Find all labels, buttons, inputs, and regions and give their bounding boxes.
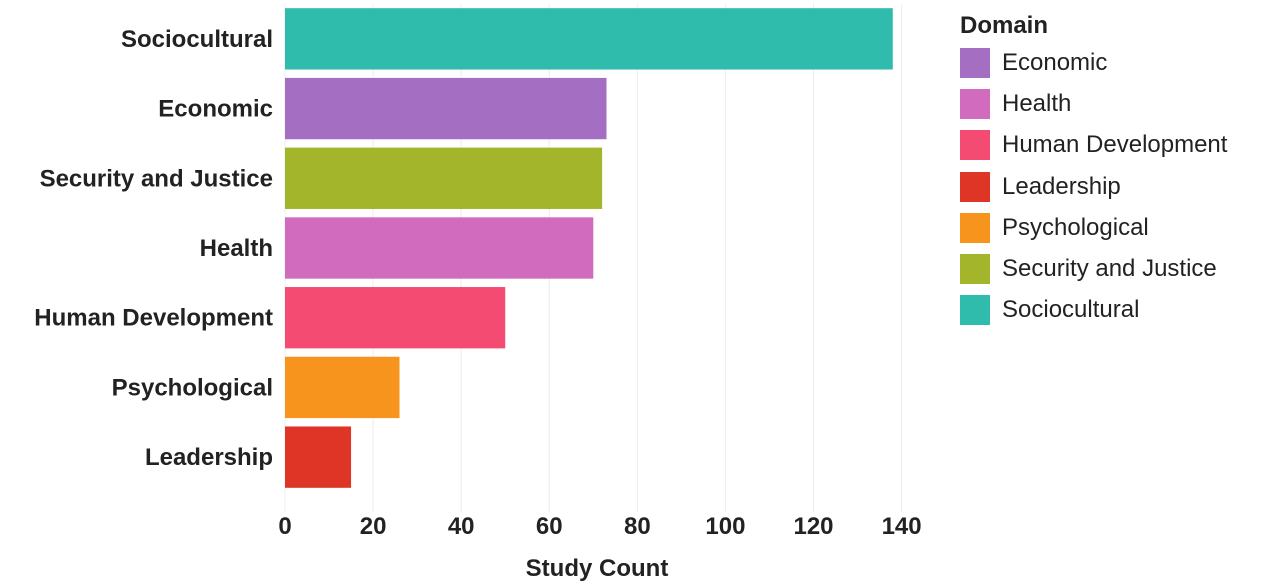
legend-items: Economic Health Human Development Leadershi…: [960, 42, 1227, 331]
x-tick-label-0: 0: [278, 513, 291, 540]
legend-item-psychological: Psychological: [960, 207, 1227, 248]
legend-item-economic: Economic: [960, 42, 1227, 83]
bar-health: [285, 217, 594, 279]
category-label-psychological: Psychological: [112, 374, 273, 401]
legend-item-sociocultural: Sociocultural: [960, 290, 1227, 331]
legend-item-leadership: Leadership: [960, 166, 1227, 207]
category-label-leadership: Leadership: [145, 444, 273, 471]
x-tick-label-100: 100: [705, 513, 745, 540]
legend-label: Security and Justice: [1002, 255, 1217, 283]
legend-label: Psychological: [1002, 213, 1149, 241]
legend-swatch: [960, 88, 990, 119]
bar-leadership: [285, 426, 352, 488]
x-tick-label-20: 20: [360, 513, 387, 540]
legend-swatch: [960, 212, 990, 243]
x-tick-label-140: 140: [882, 513, 922, 540]
legend-label: Health: [1002, 89, 1072, 117]
legend-swatch: [960, 295, 990, 326]
category-labels: Sociocultural Economic Security and Justic…: [34, 26, 273, 471]
x-tick-label-80: 80: [624, 513, 651, 540]
legend-label: Economic: [1002, 48, 1108, 76]
category-label-human-development: Human Development: [34, 305, 273, 332]
category-label-sociocultural: Sociocultural: [121, 26, 273, 53]
legend-label: Sociocultural: [1002, 296, 1140, 324]
bar-psychological: [285, 356, 400, 419]
legend-title: Domain: [960, 12, 1049, 39]
legend-swatch: [960, 130, 990, 161]
category-label-health: Health: [200, 235, 273, 262]
bar-human-development: [285, 287, 506, 349]
x-tick-label-60: 60: [536, 513, 563, 540]
legend-label: Leadership: [1002, 172, 1121, 200]
x-tick-label-120: 120: [793, 513, 833, 540]
legend-label: Human Development: [1002, 131, 1228, 159]
legend-item-health: Health: [960, 83, 1227, 124]
bars: [285, 8, 893, 488]
bar-sociocultural: [285, 8, 893, 70]
bar-economic: [285, 77, 607, 140]
legend-item-security-and-justice: Security and Justice: [960, 248, 1227, 289]
bar-security-and-justice: [285, 147, 603, 209]
legend-swatch: [960, 171, 990, 202]
category-label-security-and-justice: Security and Justice: [40, 165, 273, 192]
legend-swatch: [960, 47, 990, 78]
x-axis-ticks: 0 20 40 60 80 100 120 140: [278, 513, 921, 540]
legend-item-human-development: Human Development: [960, 125, 1227, 166]
x-axis-title: Study Count: [526, 555, 669, 582]
category-label-economic: Economic: [158, 96, 273, 123]
x-tick-label-40: 40: [448, 513, 475, 540]
legend-swatch: [960, 254, 990, 285]
legend: Domain Economic Health Human Development Le…: [960, 12, 1227, 331]
